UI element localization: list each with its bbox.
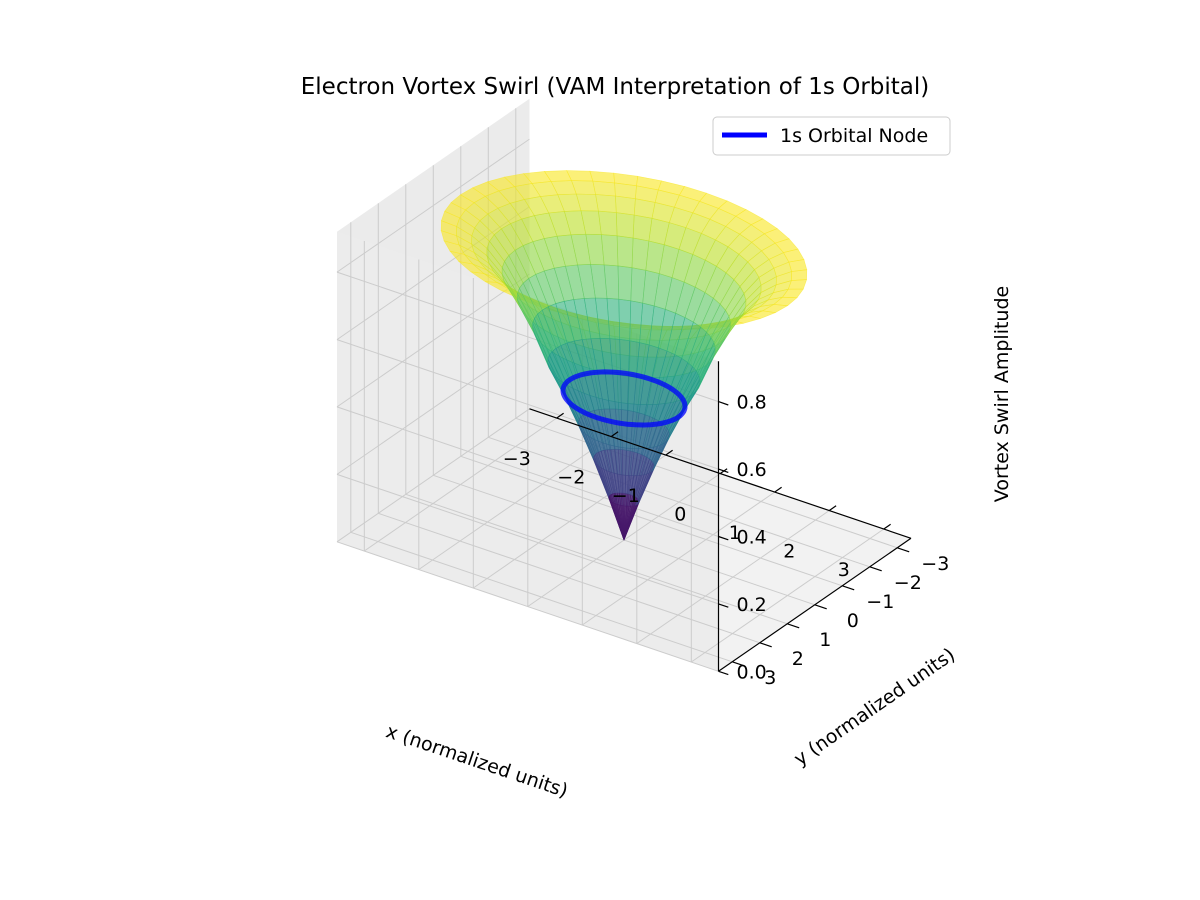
x-tick-label: 1 — [729, 522, 741, 544]
y-tick-label: 3 — [764, 667, 776, 689]
back-grid-z — [336, 541, 719, 672]
z-tick-label: 0.8 — [737, 392, 767, 414]
surface-facet — [615, 212, 635, 239]
surface-facet — [619, 339, 631, 375]
z-tick-mark — [718, 468, 729, 473]
y-axis-line — [718, 537, 912, 672]
y-tick-label: −2 — [894, 572, 922, 594]
x-tick-label: −3 — [503, 448, 531, 470]
legend-box — [712, 116, 951, 156]
legend: 1s Orbital Node — [712, 116, 951, 156]
floor-grid-y — [405, 493, 788, 625]
y-axis-label: y (normalized units) — [790, 644, 959, 770]
floor-grid-y — [433, 474, 815, 606]
z-tick-mark — [718, 535, 729, 541]
x-tick-mark — [774, 486, 782, 493]
z-tick-label: 0.0 — [737, 661, 767, 683]
x-tick-label: −2 — [557, 467, 585, 489]
surface-facet — [616, 235, 634, 269]
y-tick-mark — [897, 547, 910, 553]
y-tick-label: 0 — [847, 610, 859, 632]
z-tick-mark — [718, 603, 729, 608]
x-tick-label: 3 — [838, 559, 850, 581]
floor-grid-y — [378, 512, 760, 644]
x-axis-line — [529, 408, 912, 539]
left-grid-z — [336, 408, 530, 543]
floor-grid-y — [515, 417, 898, 549]
x-tick-mark — [556, 412, 564, 419]
grid-lines — [336, 108, 898, 672]
left-grid-z — [336, 138, 530, 273]
floor-grid-y — [350, 531, 733, 663]
surface-facet — [617, 265, 633, 302]
orbital-node-ring-line — [560, 369, 688, 428]
x-tick-mark — [883, 523, 891, 530]
surface-facet — [595, 194, 617, 213]
left-grid-z — [336, 273, 530, 408]
legend-label: 1s Orbital Node — [780, 125, 928, 147]
surface-facet — [618, 298, 632, 342]
x-tick-label: 2 — [783, 541, 795, 563]
chart-title: Electron Vortex Swirl (VAM Interpretatio… — [301, 74, 930, 100]
y-tick-mark — [732, 661, 745, 667]
surface-facet — [615, 195, 636, 216]
x-axis-label: x (normalized units) — [383, 720, 570, 802]
surface-facet — [600, 234, 619, 267]
y-tick-label: 1 — [819, 629, 831, 651]
z-tick-label: 0.2 — [737, 594, 767, 616]
z-tick-mark — [718, 401, 729, 406]
x-tick-mark — [828, 505, 837, 511]
y-tick-mark — [759, 642, 772, 648]
orbital-node-ring — [560, 369, 688, 428]
back-grid-z — [336, 473, 719, 605]
z-tick-mark — [718, 670, 729, 676]
surface-facet — [787, 279, 808, 290]
back-grid-z — [336, 406, 719, 537]
y-tick-label: −1 — [866, 591, 894, 613]
axis-lines — [529, 361, 912, 676]
surface-facet — [589, 170, 615, 184]
floor-grid-y — [488, 436, 870, 568]
surface-facet — [598, 210, 618, 237]
left-grid-z — [336, 340, 530, 475]
y-tick-mark — [814, 604, 827, 610]
x-tick-mark — [610, 431, 619, 437]
floor-grid-y — [460, 455, 843, 587]
surface-facet — [592, 180, 616, 197]
surface-facet — [763, 228, 790, 244]
z-tick-label: 0.4 — [737, 527, 767, 549]
y-tick-mark — [787, 623, 800, 629]
x-tick-label: −1 — [612, 485, 640, 507]
y-tick-label: 2 — [792, 648, 804, 670]
y-tick-mark — [842, 585, 855, 591]
y-tick-label: −3 — [921, 553, 949, 575]
x-tick-mark — [665, 449, 673, 456]
z-axis-label: Vortex Swirl Amplitude — [991, 286, 1013, 502]
x-tick-label: 0 — [674, 504, 686, 526]
y-tick-mark — [869, 566, 882, 572]
z-tick-label: 0.6 — [737, 459, 767, 481]
